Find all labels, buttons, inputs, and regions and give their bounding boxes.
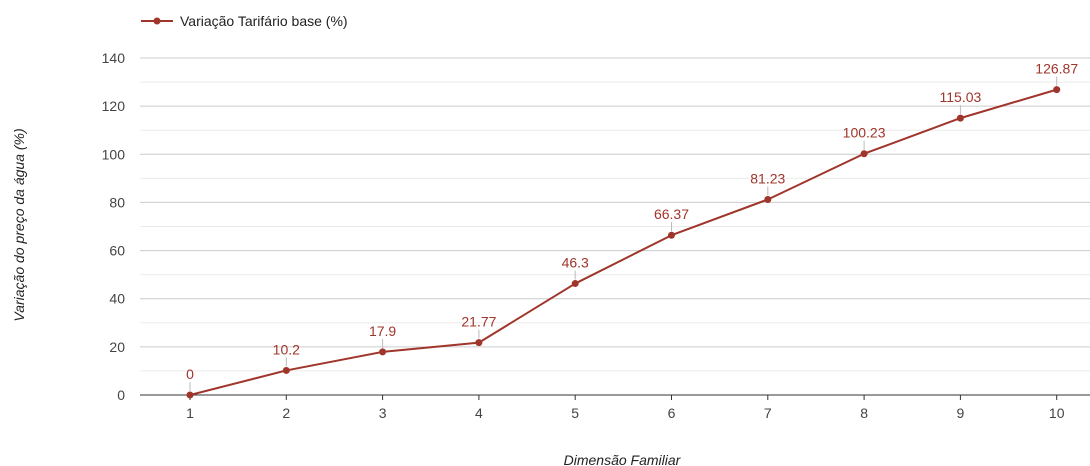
data-labels: 0 10.2 17.9 21.77 46.3 66.37 81.23 100.23 115.03… <box>186 61 1078 382</box>
x-tick-label: 4 <box>475 405 483 421</box>
data-label: 10.2 <box>273 341 300 357</box>
y-tick-label: 40 <box>109 291 125 307</box>
data-label: 100.23 <box>843 125 886 141</box>
data-point[interactable] <box>956 114 964 122</box>
data-label: 66.37 <box>654 206 689 222</box>
x-tick-label: 2 <box>282 405 290 421</box>
legend[interactable]: Variação Tarifário base (%) <box>141 13 348 29</box>
x-tick-label: 9 <box>957 405 965 421</box>
x-tick-label: 5 <box>571 405 579 421</box>
data-point[interactable] <box>1053 86 1061 94</box>
data-point[interactable] <box>282 366 290 374</box>
y-tick-label: 120 <box>102 98 126 114</box>
x-tick-label: 8 <box>860 405 868 421</box>
y-axis-ticks: 0 20 40 60 80 100 120 140 <box>102 50 126 403</box>
y-tick-label: 140 <box>102 50 126 66</box>
data-label: 17.9 <box>369 323 396 339</box>
series-line <box>189 88 1057 396</box>
y-tick-label: 100 <box>102 146 126 162</box>
y-axis-title: Variação do preço da água (%) <box>11 128 27 321</box>
data-label: 21.77 <box>461 314 496 330</box>
data-label: 126.87 <box>1035 61 1078 77</box>
data-label: 46.3 <box>562 255 589 271</box>
data-point[interactable] <box>860 150 868 158</box>
data-label: 115.03 <box>940 89 982 105</box>
x-tick-label: 10 <box>1049 405 1065 421</box>
y-tick-label: 20 <box>109 339 125 355</box>
x-axis-ticks: 1 2 3 4 5 6 7 8 9 10 <box>186 395 1065 421</box>
x-axis-title: Dimensão Familiar <box>564 452 682 466</box>
legend-entry-label: Variação Tarifário base (%) <box>180 13 348 29</box>
y-tick-label: 0 <box>117 387 125 403</box>
data-point[interactable] <box>186 391 194 399</box>
legend-swatch-marker <box>153 17 161 25</box>
data-point[interactable] <box>475 339 483 347</box>
data-point[interactable] <box>668 231 675 239</box>
x-tick-label: 1 <box>186 405 194 421</box>
data-point[interactable] <box>571 280 579 288</box>
data-point[interactable] <box>764 195 772 203</box>
y-tick-label: 80 <box>109 194 125 210</box>
series-layer <box>186 86 1061 399</box>
x-tick-label: 7 <box>764 405 772 421</box>
gridlines <box>140 57 1090 372</box>
x-tick-label: 3 <box>379 405 387 421</box>
data-label: 81.23 <box>750 170 785 186</box>
x-tick-label: 6 <box>668 405 676 421</box>
data-point[interactable] <box>379 348 387 356</box>
y-tick-label: 60 <box>109 243 125 259</box>
data-label-leaders <box>189 76 1058 391</box>
data-label: 0 <box>186 366 194 382</box>
